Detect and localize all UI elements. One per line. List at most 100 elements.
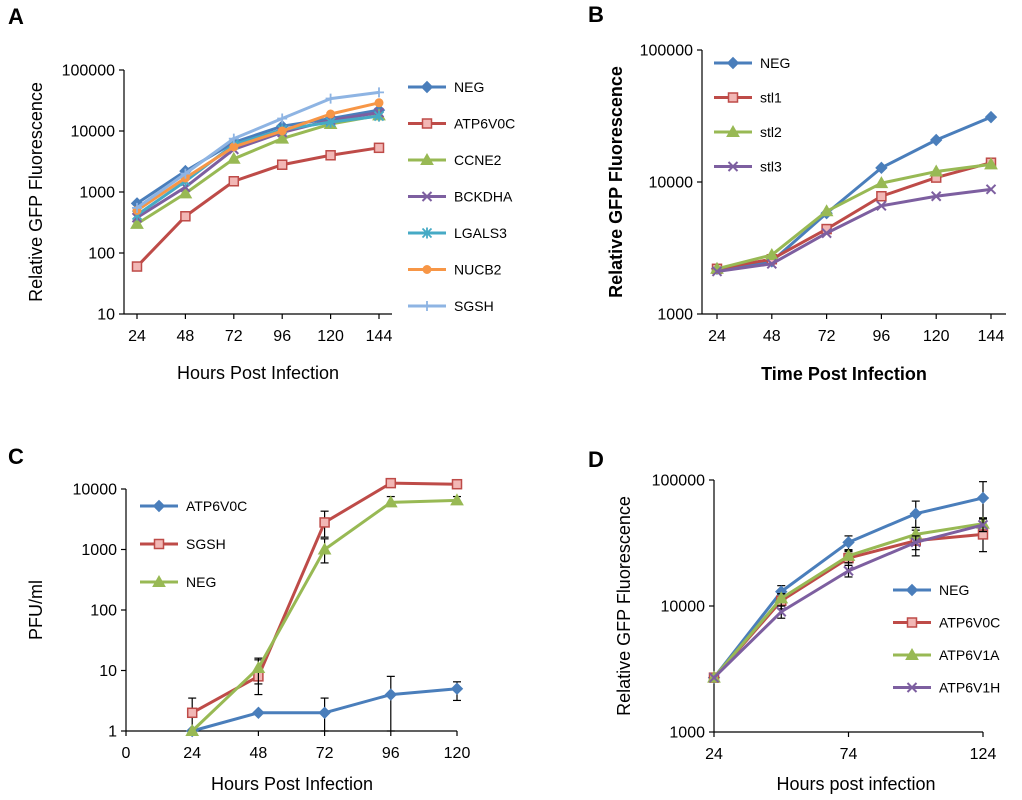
data-point-atp6v0c [384,688,398,701]
series-nucb2 [132,98,384,215]
x-axis-title: Hours Post Infection [177,363,339,383]
series-line-stl1 [716,161,992,271]
data-point-atp6v0c [318,706,331,719]
data-point-stl3 [876,200,887,212]
series-line-lgals3 [136,114,380,217]
legend-entry-sgsh: SGSH [408,298,494,314]
x-tick-label: 74 [840,746,858,763]
x-tick-label: 24 [128,328,146,345]
y-tick-label: 100 [90,603,117,620]
series-atp6v1h [708,518,989,683]
data-point-atp6v0c [450,682,464,695]
data-point-atp6v1h [843,565,854,577]
series-stl2 [710,157,998,274]
series-stl3 [711,184,997,277]
legend-entry-nucb2: NUCB2 [408,262,502,278]
y-axis-title: Relative GFP Fluorescence [606,66,626,298]
panel-letter: D [588,447,604,472]
data-point-stl3 [821,227,832,239]
data-point-atp6v0c [180,211,191,222]
y-tick-label: 10000 [73,482,118,499]
legend-swatch-marker [420,80,434,94]
data-point-neg [909,507,922,520]
x-tick-label: 120 [444,745,471,762]
x-tick-label: 48 [250,745,268,762]
data-point-sgsh [385,477,397,489]
legend-swatch-marker [906,617,918,628]
data-point-sgsh [325,93,336,104]
legend-swatch-marker [421,227,433,239]
data-point-stl2 [874,176,889,189]
data-point-neg [383,495,398,508]
data-point-stl3 [930,191,942,202]
data-point-atp6v0c [373,142,385,154]
data-point-atp6v1a [841,548,856,561]
data-point-stl2 [984,157,998,170]
legend-swatch-marker [422,301,432,311]
data-point-neg [875,161,888,175]
legend-entry-stl3: stl3 [714,159,782,175]
data-point-ccne2 [178,186,193,199]
data-point-stl2 [819,204,834,217]
x-tick-label: 124 [970,746,997,763]
x-tick-label: 48 [177,328,195,345]
legend-entry-neg: NEG [408,79,484,95]
data-point-atp6v1h [776,606,787,617]
data-point-ccne2 [130,216,144,229]
data-point-ccne2 [275,131,290,144]
panel-letter: C [8,444,24,469]
legend-label: CCNE2 [454,152,502,168]
data-point-atp6v1h [708,672,720,683]
legend-label: NEG [939,582,969,598]
legend-entry-atp6v1h: ATP6V1H [893,680,1000,696]
panel-c: C 1 10 100 1000 10000 0 24 48 72 96 120 Hours Post I… [8,444,470,794]
data-point-stl3 [985,184,997,195]
legend-entry-neg: NEG [893,582,969,598]
legend-label: ATP6V0C [454,116,515,132]
data-point-neg [251,660,266,673]
y-axis-title: Relative GFP Fluorescence [26,82,46,302]
data-point-atp6v0c [325,150,336,161]
legend-swatch-marker [420,152,434,165]
series-line-nucb2 [136,101,380,212]
panel-d: D 1000 10000 100000 24 74 124 Hours post infect… [588,447,1000,794]
data-point-sgsh [186,707,198,719]
y-axis-title: PFU/ml [26,580,46,640]
x-tick-label: 96 [273,328,291,345]
data-point-sgsh [451,478,463,490]
x-tick-label: 96 [873,328,891,345]
x-tick-label: 120 [923,328,950,345]
series-line-sgsh [136,90,380,210]
series-line-bckdha [136,111,380,219]
data-point-stl2 [764,247,779,260]
legend-label: NEG [186,574,216,590]
data-point-ccne2 [226,151,241,164]
y-tick-label: 10000 [661,599,706,616]
series-neg [185,493,464,736]
series-line-stl2 [716,162,992,271]
x-tick-label: 72 [818,328,836,345]
legend-entry-atp6v0c: ATP6V0C [408,116,515,132]
data-point-nucb2 [326,109,336,119]
legend-label: BCKDHA [454,189,513,205]
x-axis-title: Time Post Infection [761,364,927,384]
legend-entry-atp6v1a: ATP6V1A [893,647,1000,663]
x-tick-label: 48 [763,328,781,345]
legend-swatch-marker [421,191,433,202]
x-tick-label: 120 [317,328,344,345]
legend-label: stl3 [760,159,782,175]
legend-swatch-marker [727,161,739,172]
legend-entry-sgsh: SGSH [140,536,226,552]
x-tick-label: 96 [382,745,400,762]
legend-label: SGSH [454,298,494,314]
data-point-atp6v0c [131,261,143,272]
series-line-atp6v0c [135,146,380,268]
data-point-atp6v0c [228,176,240,187]
series-line-neg [716,115,992,271]
y-tick-label: 10000 [71,124,116,141]
legend-entry-atp6v0c: ATP6V0C [140,498,247,514]
series-atp6v0c [185,675,464,738]
legend-entry-neg: NEG [714,55,790,71]
y-tick-label: 1000 [81,542,117,559]
data-point-neg [976,491,990,505]
